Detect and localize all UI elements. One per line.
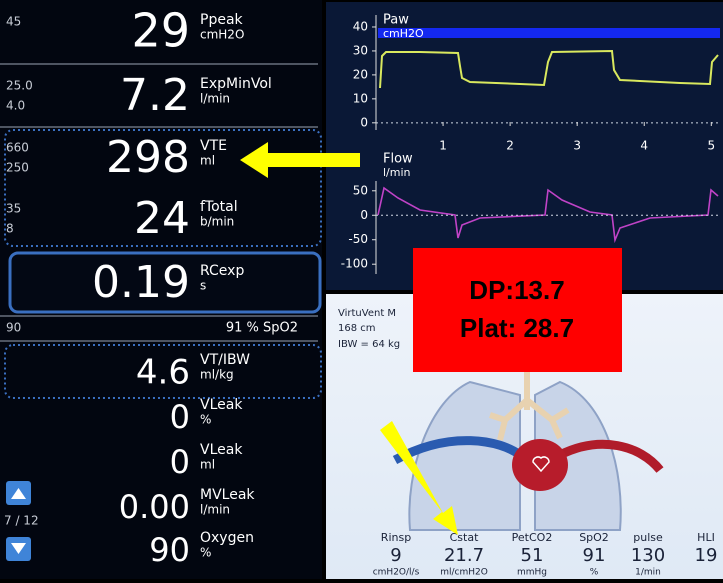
stat-unit: % bbox=[590, 568, 599, 578]
scroll-up-button[interactable] bbox=[6, 481, 31, 505]
alarm-limit: 35 bbox=[6, 202, 21, 216]
patient-ibw: IBW = 64 kg bbox=[338, 339, 400, 350]
parameter-name: ExpMinVol bbox=[200, 76, 272, 92]
parameter-value: 0.00 bbox=[119, 488, 190, 526]
x-tick-label: 5 bbox=[707, 139, 715, 153]
stat-label: SpO2 bbox=[579, 531, 609, 544]
patient-name: VirtuVent M bbox=[338, 308, 396, 319]
parameter-value: 90 bbox=[149, 531, 190, 569]
y-tick-label: 50 bbox=[353, 183, 368, 197]
y-tick-label: 40 bbox=[353, 19, 368, 33]
stat-label: HLI bbox=[697, 531, 715, 544]
rcexp-box bbox=[8, 251, 322, 314]
parameter-value: 24 bbox=[134, 193, 190, 244]
parameter-value: 298 bbox=[106, 132, 190, 183]
alarm-limit: 660 bbox=[6, 141, 29, 155]
waveform-unit: cmH2O bbox=[383, 27, 424, 40]
annotation-box bbox=[413, 248, 622, 372]
parameter-name: VTE bbox=[200, 138, 227, 154]
waveform-title: Paw bbox=[383, 13, 409, 28]
parameter-name: MVLeak bbox=[200, 487, 255, 503]
alarm-limit: 25.0 bbox=[6, 79, 33, 93]
parameter-unit: l/min bbox=[200, 503, 230, 517]
page-indicator: 7 / 12 bbox=[4, 514, 39, 528]
stat-value: 19 bbox=[695, 545, 718, 566]
parameter-unit: ml bbox=[200, 154, 215, 168]
parameter-value: 7.2 bbox=[120, 70, 190, 121]
waveform-unit: l/min bbox=[383, 166, 411, 179]
parameter-name: VT/IBW bbox=[200, 352, 250, 368]
cstat-arrow bbox=[380, 421, 458, 535]
stat-value: 21.7 bbox=[444, 545, 484, 566]
annotation-line: DP:13.7 bbox=[469, 275, 564, 305]
lung-illustration bbox=[392, 372, 664, 531]
flow-waveform bbox=[377, 186, 719, 244]
parameter-value: 29 bbox=[131, 4, 190, 58]
parameter-unit: s bbox=[200, 279, 206, 293]
vte-group bbox=[4, 129, 322, 247]
stat-label: Cstat bbox=[450, 531, 479, 544]
vte-arrow bbox=[240, 142, 360, 178]
patient-height: 168 cm bbox=[338, 323, 376, 334]
parameter-name: VLeak bbox=[200, 397, 243, 413]
separators bbox=[0, 63, 318, 342]
parameter-name: RCexp bbox=[200, 263, 244, 279]
spo2-limit: 90 bbox=[6, 321, 21, 335]
annotation-line: Plat: 28.7 bbox=[460, 313, 574, 343]
y-tick-label: 30 bbox=[353, 43, 368, 57]
y-tick-label: 20 bbox=[353, 67, 368, 81]
alarm-limit: 45 bbox=[6, 15, 21, 29]
stat-value: 9 bbox=[390, 545, 401, 566]
stat-value: 130 bbox=[631, 545, 665, 566]
parameter-name: Oxygen bbox=[200, 530, 254, 546]
parameter-name: VLeak bbox=[200, 442, 243, 458]
parameter-unit: ml bbox=[200, 458, 215, 472]
y-tick-label: -100 bbox=[341, 257, 368, 271]
x-tick-label: 3 bbox=[573, 139, 581, 153]
stat-unit: ml/cmH2O bbox=[440, 568, 488, 578]
x-tick-label: 2 bbox=[506, 139, 514, 153]
stat-label: Rinsp bbox=[381, 531, 411, 544]
stat-value: 91 bbox=[583, 545, 606, 566]
parameter-name: fTotal bbox=[200, 199, 238, 215]
y-tick-label: -50 bbox=[348, 232, 368, 246]
parameter-unit: % bbox=[200, 546, 211, 560]
parameter-unit: ml/kg bbox=[200, 368, 234, 382]
paw-header-bar bbox=[378, 28, 720, 38]
parameter-value: 4.6 bbox=[136, 353, 190, 393]
scroll-down-button[interactable] bbox=[6, 537, 31, 561]
alarm-limit: 4.0 bbox=[6, 99, 25, 113]
waveform-panel bbox=[326, 2, 723, 290]
y-tick-label: 0 bbox=[360, 115, 368, 129]
waveform-title: Flow bbox=[383, 152, 413, 167]
stat-value: 51 bbox=[521, 545, 544, 566]
parameter-unit: l/min bbox=[200, 92, 230, 106]
stat-unit: mmHg bbox=[517, 568, 547, 578]
stat-unit: 1/min bbox=[635, 568, 661, 578]
paw-waveform bbox=[379, 49, 719, 89]
stat-label: pulse bbox=[633, 531, 663, 544]
alarm-limit: 250 bbox=[6, 161, 29, 175]
alarm-limit: 8 bbox=[6, 222, 14, 236]
x-tick-label: 1 bbox=[439, 139, 447, 153]
parameter-name: Ppeak bbox=[200, 12, 244, 28]
spo2-value: 91 % SpO2 bbox=[226, 321, 298, 336]
parameter-value: 0 bbox=[170, 398, 190, 436]
parameter-value: 0.19 bbox=[92, 257, 190, 308]
y-tick-label: 10 bbox=[353, 91, 368, 105]
stat-label: PetCO2 bbox=[512, 531, 553, 544]
parameter-unit: % bbox=[200, 413, 211, 427]
parameter-unit: cmH2O bbox=[200, 28, 244, 42]
parameter-value: 0 bbox=[170, 443, 190, 481]
x-tick-label: 4 bbox=[640, 139, 648, 153]
stat-unit: cmH2O/l/s bbox=[373, 568, 420, 578]
vtibw-group bbox=[4, 344, 322, 399]
y-tick-label: 0 bbox=[360, 208, 368, 222]
parameter-unit: b/min bbox=[200, 215, 234, 229]
